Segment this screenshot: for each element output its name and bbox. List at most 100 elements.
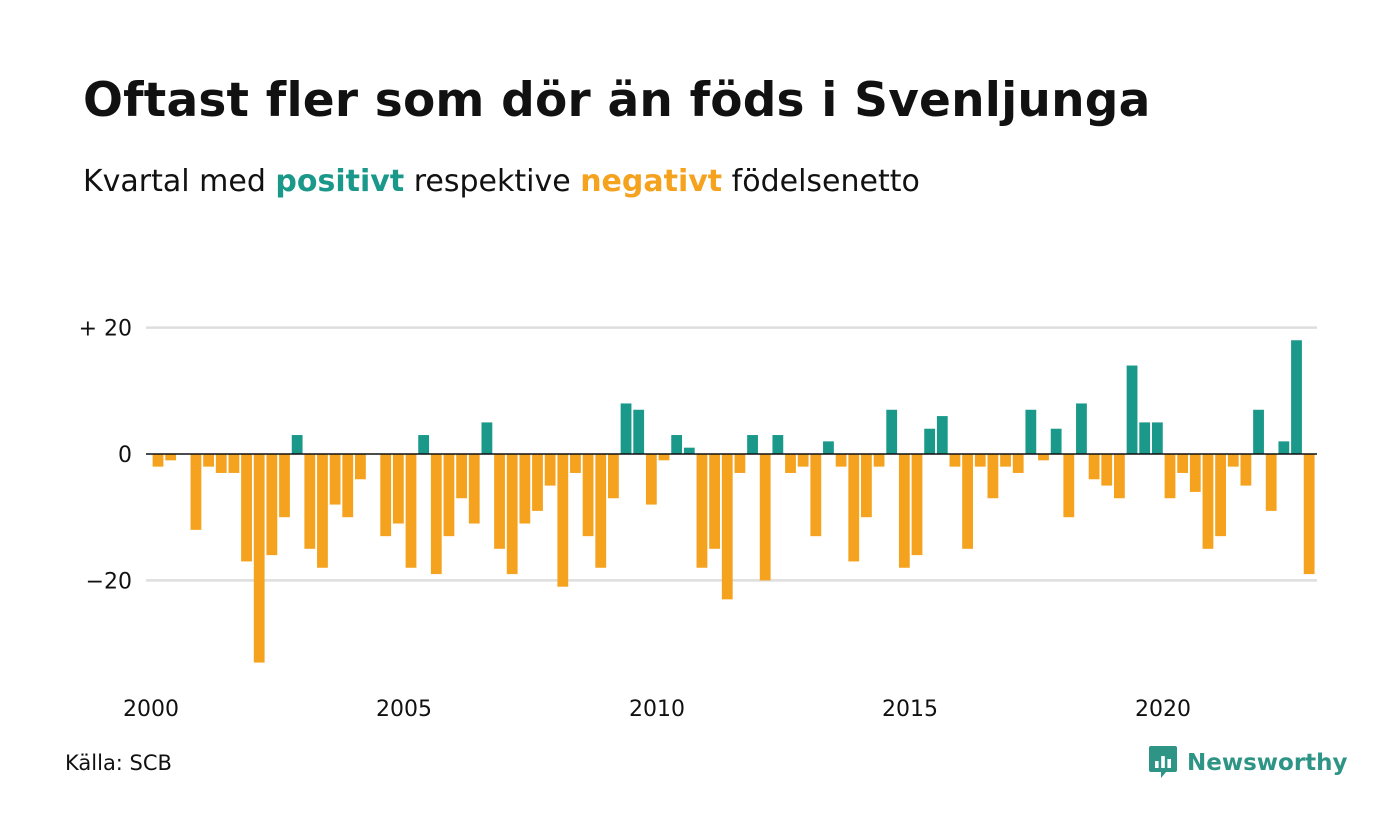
- x-tick-label: 2010: [629, 697, 685, 722]
- bar-2006-q2: [468, 454, 480, 524]
- y-tick-label: −20: [86, 569, 132, 594]
- bar-2018-q2: [1076, 403, 1087, 454]
- bar-2001-q4: [241, 454, 252, 562]
- bar-2014-q1: [861, 454, 872, 518]
- bar-2004-q4: [392, 454, 404, 524]
- bars: [152, 340, 1315, 663]
- bar-2022-q4: [1303, 454, 1315, 575]
- bar-2005-q1: [405, 454, 417, 568]
- x-tick-label: 2020: [1135, 697, 1191, 722]
- bar-2021-q3: [1240, 454, 1252, 486]
- bar-2021-q4: [1253, 409, 1264, 454]
- bar-2006-q4: [494, 454, 505, 549]
- bar-2005-q4: [443, 454, 455, 537]
- subtitle-positive-label: positivt: [275, 164, 405, 199]
- bar-2020-q2: [1177, 454, 1189, 473]
- source-note: Källa: SCB: [65, 751, 172, 775]
- subtitle-middle: respektive: [404, 164, 581, 199]
- bar-2010-q3: [683, 447, 695, 454]
- bar-2022-q2: [1278, 441, 1290, 454]
- bar-2004-q1: [355, 454, 366, 480]
- bar-2022-q1: [1265, 454, 1277, 511]
- bar-2007-q3: [532, 454, 543, 511]
- bar-2005-q2: [418, 435, 430, 454]
- chart-subtitle: Kvartal med positivt respektive negativt…: [83, 163, 920, 201]
- bar-2009-q1: [608, 454, 619, 499]
- x-tick-label: 2015: [882, 697, 938, 722]
- subtitle-suffix: födelsenetto: [722, 164, 920, 199]
- brand-logo: Newsworthy: [1148, 743, 1348, 783]
- bar-2007-q1: [506, 454, 518, 575]
- bar-2017-q4: [1050, 428, 1062, 454]
- bar-2011-q1: [709, 454, 720, 549]
- bar-2018-q1: [1063, 454, 1075, 518]
- bar-2019-q3: [1139, 422, 1151, 454]
- bar-2001-q2: [215, 454, 227, 473]
- bar-2005-q3: [430, 454, 442, 575]
- bar-2000-q2: [165, 454, 177, 461]
- bar-2011-q4: [747, 435, 758, 454]
- bar-2012-q2: [772, 435, 784, 454]
- bar-2011-q3: [734, 454, 746, 473]
- bar-2012-q4: [797, 454, 809, 467]
- bar-2007-q2: [519, 454, 531, 524]
- bar-2021-q2: [1227, 454, 1239, 467]
- bar-2018-q4: [1101, 454, 1113, 486]
- bar-2010-q1: [658, 454, 670, 461]
- bar-2014-q3: [886, 409, 898, 454]
- bar-2011-q2: [721, 454, 733, 600]
- y-tick-label: 0: [118, 443, 132, 468]
- bar-2019-q2: [1126, 365, 1138, 454]
- bar-2009-q3: [633, 409, 645, 454]
- bar-2002-q3: [279, 454, 290, 518]
- bar-2006-q3: [481, 422, 493, 454]
- subtitle-negative-label: negativt: [580, 164, 723, 199]
- axes: + 20 0 −20 2000 2005 2010 2015 2020: [79, 317, 1317, 722]
- bar-2008-q1: [557, 454, 569, 587]
- chart-title: Oftast fler som dör än föds i Svenljunga: [83, 73, 1151, 128]
- bar-2003-q2: [317, 454, 328, 568]
- bar-2016-q2: [974, 454, 986, 467]
- bar-2012-q1: [759, 454, 771, 581]
- bar-2017-q1: [1012, 454, 1024, 473]
- bar-2008-q4: [595, 454, 607, 568]
- bar-2003-q1: [304, 454, 316, 549]
- bar-2003-q3: [329, 454, 341, 505]
- subtitle-prefix: Kvartal med: [83, 164, 276, 199]
- bar-2013-q3: [835, 454, 847, 467]
- bar-2019-q4: [1151, 422, 1163, 454]
- bar-2016-q3: [987, 454, 999, 499]
- bar-2020-q4: [1202, 454, 1214, 549]
- bar-2001-q3: [228, 454, 240, 473]
- bar-2001-q1: [203, 454, 214, 467]
- bar-2017-q3: [1038, 454, 1049, 461]
- bar-2002-q1: [253, 454, 265, 663]
- bar-2006-q1: [456, 454, 467, 499]
- bar-2000-q4: [190, 454, 202, 530]
- y-tick-label: + 20: [79, 317, 132, 342]
- bar-2009-q4: [645, 454, 657, 505]
- bar-2000-q1: [152, 454, 164, 467]
- bar-2020-q3: [1189, 454, 1201, 492]
- bar-2010-q4: [696, 454, 708, 568]
- bar-2014-q4: [898, 454, 910, 568]
- x-tick-label: 2000: [123, 697, 179, 722]
- bar-2013-q1: [810, 454, 822, 537]
- bar-2009-q2: [620, 403, 632, 454]
- bar-2016-q1: [962, 454, 973, 549]
- bar-2022-q3: [1291, 340, 1302, 454]
- bar-2013-q4: [848, 454, 860, 562]
- bar-2018-q3: [1088, 454, 1100, 480]
- bar-2015-q3: [936, 416, 948, 454]
- bar-2008-q3: [582, 454, 594, 537]
- bar-2020-q1: [1164, 454, 1176, 499]
- bar-2013-q2: [823, 441, 834, 454]
- bar-2002-q4: [291, 435, 303, 454]
- bar-2004-q3: [380, 454, 392, 537]
- bar-2017-q2: [1025, 409, 1037, 454]
- bar-2007-q4: [544, 454, 556, 486]
- bar-2014-q2: [873, 454, 885, 467]
- bar-2019-q1: [1114, 454, 1125, 499]
- bar-2015-q4: [949, 454, 961, 467]
